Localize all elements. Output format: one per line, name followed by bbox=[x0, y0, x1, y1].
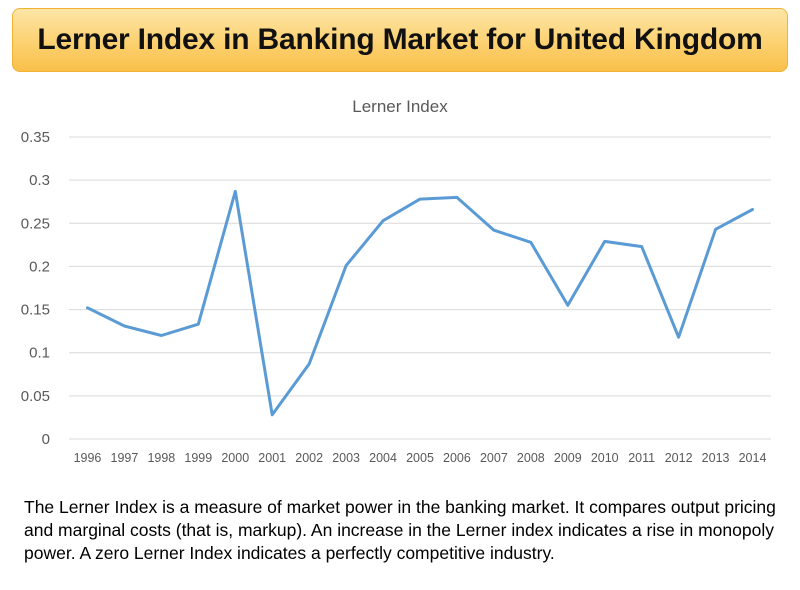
x-tick-label: 2010 bbox=[591, 451, 619, 465]
line-chart: Lerner Index 00.050.10.150.20.250.30.35 … bbox=[21, 97, 771, 465]
data-point bbox=[381, 219, 385, 222]
data-point bbox=[418, 197, 422, 201]
x-tick-label: 2002 bbox=[295, 451, 323, 465]
data-point bbox=[677, 335, 680, 339]
x-tick-label: 1996 bbox=[74, 451, 102, 465]
data-point bbox=[640, 245, 643, 248]
data-point bbox=[307, 362, 311, 366]
x-tick-label: 2013 bbox=[702, 451, 730, 465]
x-tick-label: 2006 bbox=[443, 451, 471, 465]
y-tick-label: 0.35 bbox=[21, 129, 50, 146]
data-point bbox=[455, 196, 459, 199]
data-point bbox=[603, 240, 606, 243]
x-tick-label: 2000 bbox=[221, 451, 249, 465]
data-point bbox=[529, 241, 533, 244]
y-tick-label: 0.15 bbox=[21, 302, 50, 319]
y-tick-label: 0.25 bbox=[21, 215, 50, 232]
x-tick-label: 2012 bbox=[665, 451, 693, 465]
x-tick-label: 2009 bbox=[554, 451, 582, 465]
y-tick-label: 0.2 bbox=[29, 258, 50, 275]
data-point bbox=[714, 228, 717, 231]
x-tick-label: 1999 bbox=[184, 451, 212, 465]
y-tick-label: 0 bbox=[42, 431, 50, 448]
description-text: The Lerner Index is a measure of market … bbox=[24, 497, 776, 563]
x-tick-label: 2008 bbox=[517, 451, 545, 465]
x-axis-ticks: 1996 1997 1998 1999 2000 2001 2002 2003 2004 2005… bbox=[74, 451, 767, 465]
series-line bbox=[86, 189, 754, 417]
data-point bbox=[492, 228, 496, 232]
data-point bbox=[344, 264, 348, 267]
x-tick-label: 2007 bbox=[480, 451, 508, 465]
data-point bbox=[566, 304, 569, 307]
title-banner: Lerner Index in Banking Market for Unite… bbox=[12, 8, 788, 72]
gridlines bbox=[69, 136, 771, 440]
y-tick-label: 0.1 bbox=[29, 345, 50, 362]
x-tick-label: 2005 bbox=[406, 451, 434, 465]
data-point bbox=[123, 324, 126, 328]
data-point bbox=[160, 334, 163, 337]
y-tick-label: 0.05 bbox=[21, 388, 50, 405]
x-tick-label: 1998 bbox=[147, 451, 175, 465]
y-tick-label: 0.3 bbox=[29, 172, 50, 189]
page-title: Lerner Index in Banking Market for Unite… bbox=[37, 23, 763, 56]
x-tick-label: 2011 bbox=[628, 451, 655, 465]
data-point bbox=[86, 306, 89, 310]
y-axis-ticks: 0 0.05 0.1 0.15 0.2 0.25 0.3 0.35 bbox=[21, 129, 50, 448]
data-point bbox=[271, 413, 274, 417]
x-tick-label: 2004 bbox=[369, 451, 397, 465]
series-group bbox=[86, 189, 754, 417]
chart-title: Lerner Index bbox=[352, 97, 448, 116]
x-tick-label: 2003 bbox=[332, 451, 360, 465]
x-tick-label: 1997 bbox=[111, 451, 139, 465]
x-tick-label: 2014 bbox=[739, 451, 767, 465]
data-point bbox=[234, 190, 237, 193]
x-tick-label: 2001 bbox=[258, 451, 286, 465]
data-point bbox=[751, 208, 754, 211]
data-point bbox=[197, 323, 200, 326]
